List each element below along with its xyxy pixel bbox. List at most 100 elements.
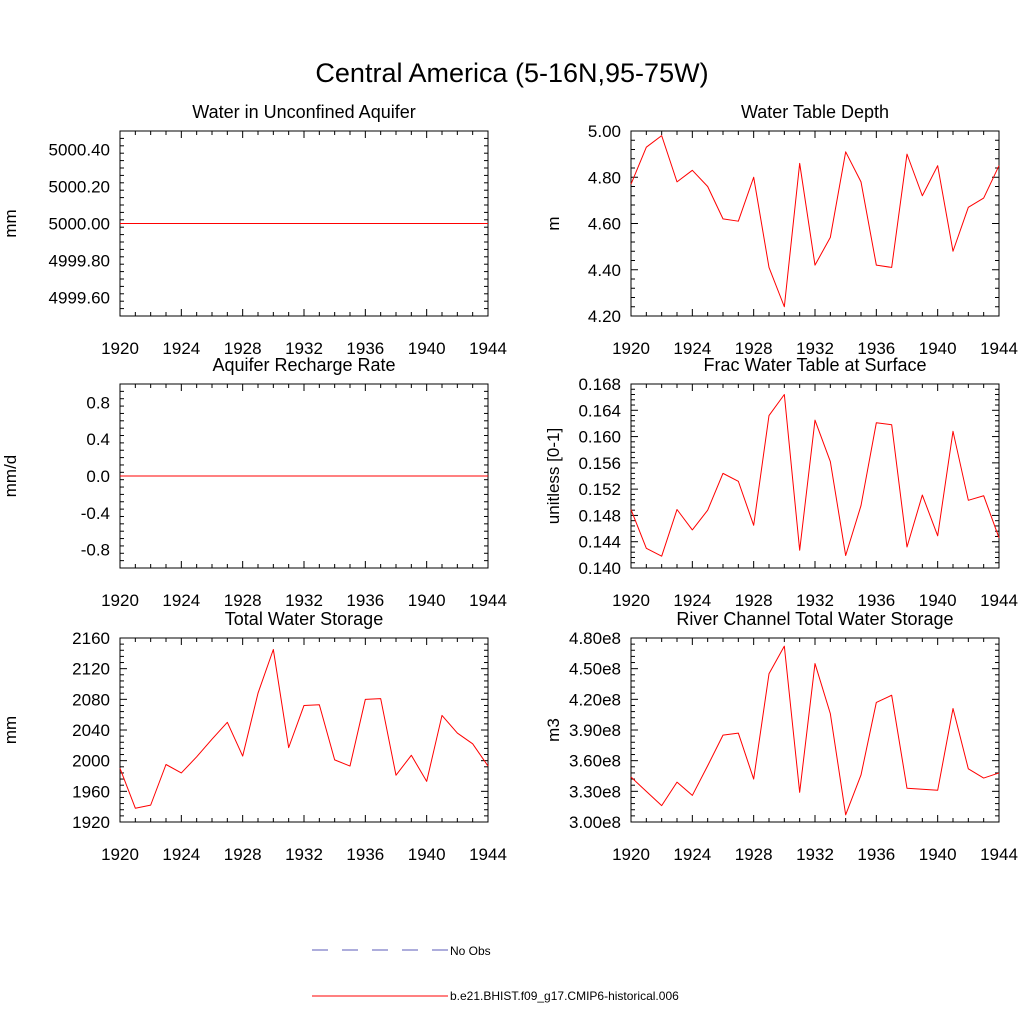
chart-title: Water in Unconfined Aquifer bbox=[192, 102, 415, 122]
y-axis-label: m3 bbox=[544, 718, 563, 742]
chart-title: Water Table Depth bbox=[741, 102, 889, 122]
x-tick-label: 1940 bbox=[408, 339, 446, 358]
y-tick-label: 5000.00 bbox=[49, 215, 110, 234]
x-tick-label: 1940 bbox=[919, 845, 957, 864]
chart-panel-p2: 1920 1924 1928 1932 1936 1940 1944 4.20 4.40 4.60… bbox=[544, 102, 1018, 358]
x-tick-label: 1920 bbox=[101, 845, 139, 864]
axis-ticks bbox=[630, 383, 1000, 569]
y-axis-label: mm/d bbox=[1, 455, 20, 498]
plot-frame bbox=[119, 637, 489, 823]
x-tick-label: 1924 bbox=[673, 339, 711, 358]
chart-panel-p6: 1920 1924 1928 1932 1936 1940 1944 3.00e8 3.30e8… bbox=[544, 609, 1018, 864]
y-tick-label: 5000.40 bbox=[49, 141, 110, 160]
y-tick-label: 0.164 bbox=[578, 401, 621, 420]
y-tick-label: 4.80 bbox=[588, 168, 621, 187]
y-tick-label: 2080 bbox=[72, 690, 110, 709]
chart-panel-p1: 1920 1924 1928 1932 1936 1940 1944 4999.60 4999.… bbox=[1, 102, 507, 358]
x-tick-label: 1936 bbox=[857, 339, 895, 358]
y-tick-label: 4999.80 bbox=[49, 252, 110, 271]
y-tick-label: -0.8 bbox=[81, 541, 110, 560]
figure-title: Central America (5-16N,95-75W) bbox=[315, 58, 708, 88]
chart-panel-p5: 1920 1924 1928 1932 1936 1940 1944 1920 1960 2000… bbox=[1, 609, 507, 864]
y-tick-label: 0.8 bbox=[86, 393, 110, 412]
chart-title: Total Water Storage bbox=[225, 609, 383, 629]
x-tick-label: 1932 bbox=[796, 591, 834, 610]
y-tick-label: 0.4 bbox=[86, 430, 110, 449]
chart-title: Frac Water Table at Surface bbox=[703, 355, 926, 375]
plot-frame bbox=[630, 130, 1000, 317]
y-tick-label: 3.60e8 bbox=[569, 752, 621, 771]
x-tick-label: 1936 bbox=[346, 339, 384, 358]
y-axis-label: mm bbox=[1, 716, 20, 744]
x-tick-label: 1944 bbox=[980, 339, 1018, 358]
y-axis-label: m bbox=[544, 216, 563, 230]
series-line-0 bbox=[119, 649, 489, 809]
x-tick-label: 1932 bbox=[285, 339, 323, 358]
x-tick-label: 1940 bbox=[919, 591, 957, 610]
x-tick-label: 1928 bbox=[735, 591, 773, 610]
series-line-0 bbox=[630, 394, 1000, 557]
x-tick-label: 1936 bbox=[857, 591, 895, 610]
x-tick-label: 1920 bbox=[612, 845, 650, 864]
y-tick-label: 0.152 bbox=[578, 480, 621, 499]
y-tick-label: 0.160 bbox=[578, 428, 621, 447]
x-tick-label: 1940 bbox=[408, 591, 446, 610]
plot-frame bbox=[630, 383, 1000, 569]
y-tick-label: 4.40 bbox=[588, 261, 621, 280]
axis-ticks bbox=[119, 130, 489, 317]
chart-panel-p3: 1920 1924 1928 1932 1936 1940 1944 -0.8 -0.4 0.0 0… bbox=[1, 355, 507, 610]
y-tick-label: 3.00e8 bbox=[569, 813, 621, 832]
chart-title: River Channel Total Water Storage bbox=[676, 609, 953, 629]
y-tick-label: 3.90e8 bbox=[569, 721, 621, 740]
x-tick-label: 1944 bbox=[469, 845, 507, 864]
x-tick-label: 1920 bbox=[101, 591, 139, 610]
y-tick-label: 1960 bbox=[72, 782, 110, 801]
y-tick-label: 4.60 bbox=[588, 215, 621, 234]
y-tick-label: 3.30e8 bbox=[569, 782, 621, 801]
y-tick-label: 0.168 bbox=[578, 375, 621, 394]
y-tick-label: 5.00 bbox=[588, 122, 621, 141]
x-tick-label: 1920 bbox=[101, 339, 139, 358]
y-tick-label: 2160 bbox=[72, 629, 110, 648]
x-tick-label: 1924 bbox=[162, 591, 200, 610]
x-tick-label: 1928 bbox=[224, 845, 262, 864]
chart-panel-p4: 1920 1924 1928 1932 1936 1940 1944 0.140 0.144 0.… bbox=[544, 355, 1018, 610]
axis-ticks bbox=[630, 637, 1000, 823]
y-tick-label: 4.20e8 bbox=[569, 690, 621, 709]
x-tick-label: 1944 bbox=[469, 339, 507, 358]
y-tick-label: 4.80e8 bbox=[569, 629, 621, 648]
y-tick-label: 4999.60 bbox=[49, 289, 110, 308]
y-tick-label: 0.140 bbox=[578, 559, 621, 578]
x-tick-label: 1940 bbox=[919, 339, 957, 358]
axis-ticks bbox=[119, 383, 489, 569]
y-tick-label: 0.0 bbox=[86, 467, 110, 486]
x-tick-label: 1924 bbox=[162, 339, 200, 358]
x-tick-label: 1928 bbox=[224, 339, 262, 358]
legend-label-no-obs: No Obs bbox=[450, 944, 491, 958]
y-tick-label: 1920 bbox=[72, 813, 110, 832]
x-tick-label: 1928 bbox=[224, 591, 262, 610]
chart-panels: 1920 1924 1928 1932 1936 1940 1944 4999.60 4999.… bbox=[1, 102, 1018, 864]
x-tick-label: 1928 bbox=[735, 845, 773, 864]
y-axis-label: unitless [0-1] bbox=[544, 428, 563, 524]
x-tick-label: 1940 bbox=[408, 845, 446, 864]
x-tick-label: 1932 bbox=[285, 845, 323, 864]
x-tick-label: 1920 bbox=[612, 339, 650, 358]
x-tick-label: 1936 bbox=[346, 591, 384, 610]
x-tick-label: 1944 bbox=[469, 591, 507, 610]
y-axis-label: mm bbox=[1, 209, 20, 237]
y-tick-label: 4.50e8 bbox=[569, 660, 621, 679]
x-tick-label: 1944 bbox=[980, 591, 1018, 610]
x-tick-label: 1920 bbox=[612, 591, 650, 610]
y-tick-label: 5000.20 bbox=[49, 178, 110, 197]
legend-label-model: b.e21.BHIST.f09_g17.CMIP6-historical.006 bbox=[450, 989, 679, 1003]
y-tick-label: 0.148 bbox=[578, 506, 621, 525]
x-tick-label: 1928 bbox=[735, 339, 773, 358]
y-tick-label: 0.156 bbox=[578, 454, 621, 473]
x-tick-label: 1936 bbox=[857, 845, 895, 864]
x-tick-label: 1932 bbox=[796, 845, 834, 864]
y-tick-label: 0.144 bbox=[578, 533, 621, 552]
y-tick-label: 2120 bbox=[72, 660, 110, 679]
x-tick-label: 1932 bbox=[796, 339, 834, 358]
